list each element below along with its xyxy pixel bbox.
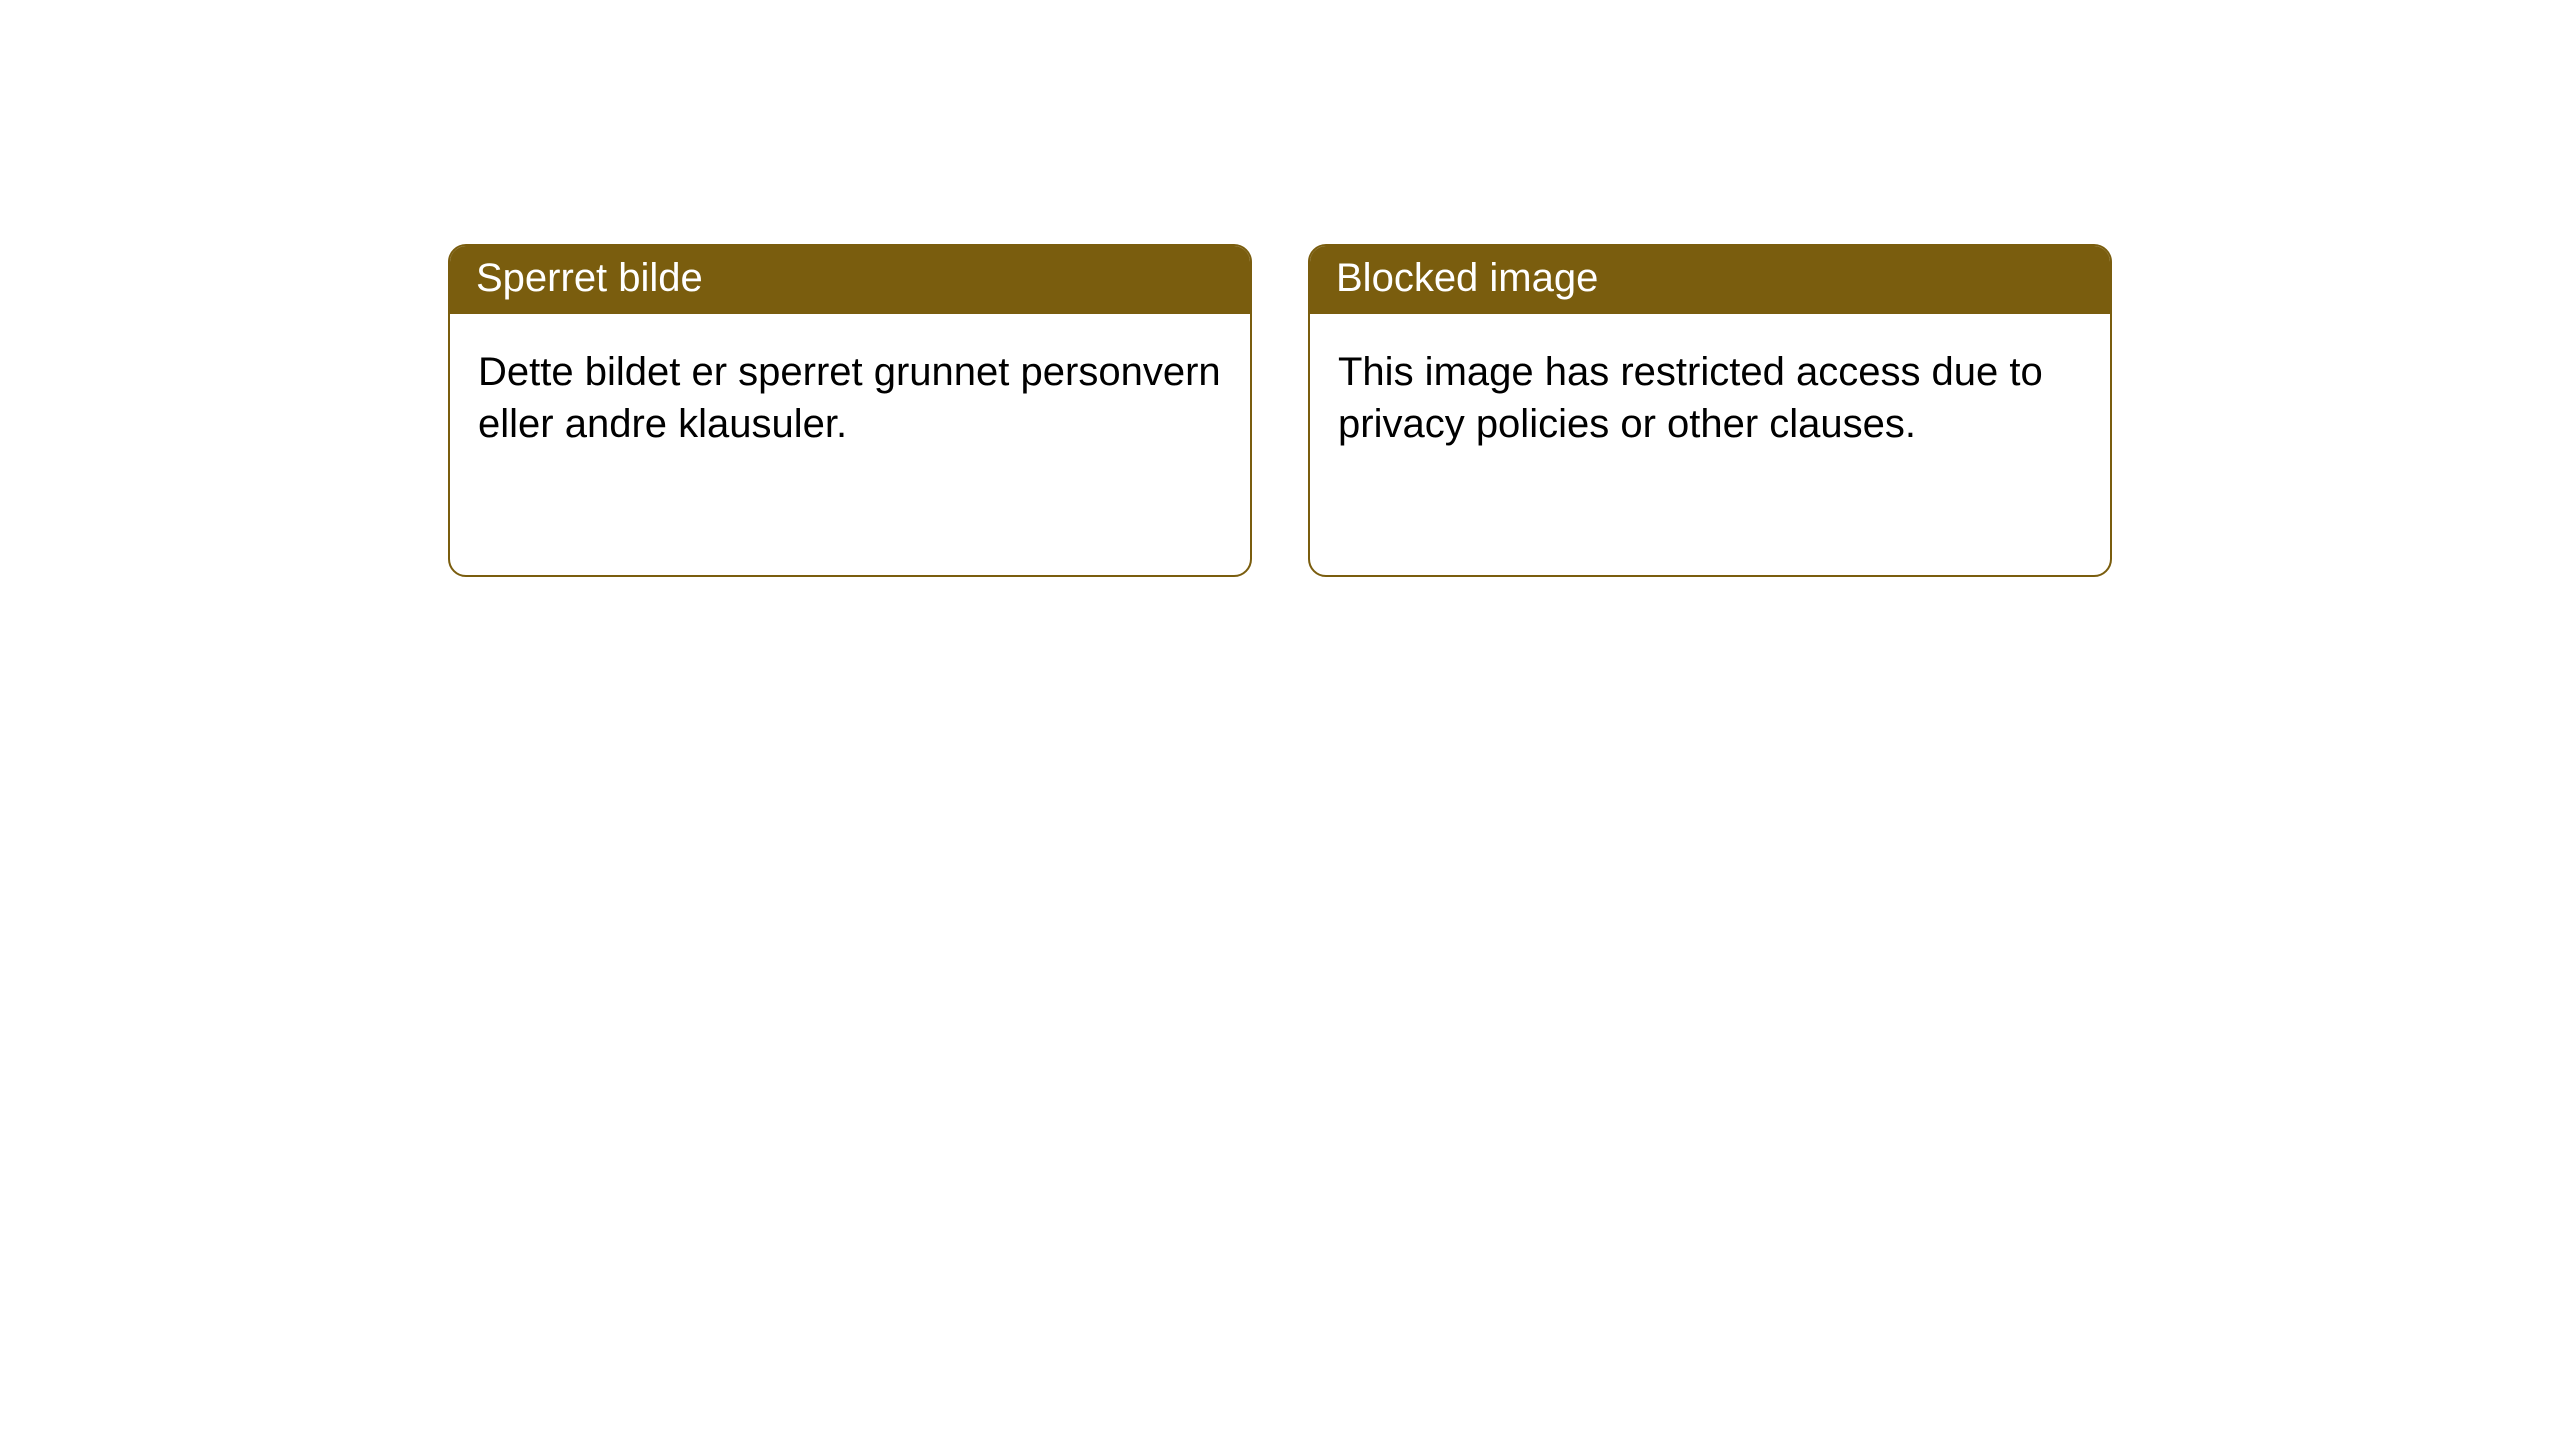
card-body-text: This image has restricted access due to … [1338, 350, 2043, 446]
card-body: This image has restricted access due to … [1310, 314, 2110, 482]
card-body: Dette bildet er sperret grunnet personve… [450, 314, 1250, 482]
card-header: Sperret bilde [450, 246, 1250, 314]
card-body-text: Dette bildet er sperret grunnet personve… [478, 350, 1221, 446]
card-header: Blocked image [1310, 246, 2110, 314]
blocked-image-card-no: Sperret bilde Dette bildet er sperret gr… [448, 244, 1252, 577]
card-title: Sperret bilde [476, 256, 703, 300]
blocked-image-card-en: Blocked image This image has restricted … [1308, 244, 2112, 577]
card-container: Sperret bilde Dette bildet er sperret gr… [0, 0, 2560, 577]
card-title: Blocked image [1336, 256, 1598, 300]
